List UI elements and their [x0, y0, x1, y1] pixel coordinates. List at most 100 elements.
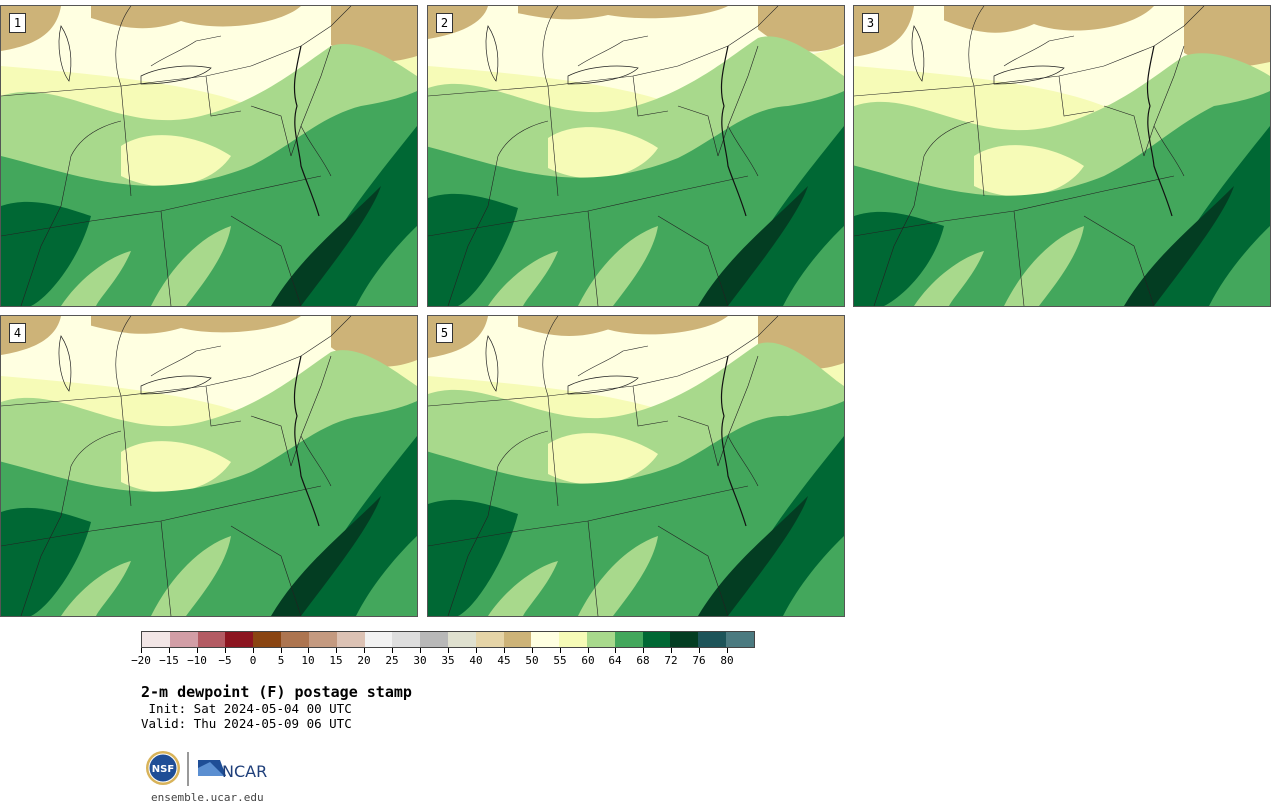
colorbar-tick-label: 45: [497, 654, 511, 667]
field-tan: [518, 316, 728, 337]
dewpoint-map-2: [428, 6, 844, 306]
colorbar-swatch: [169, 632, 198, 647]
state-border: [205, 385, 242, 427]
state-border: [250, 316, 352, 377]
lake-outline: [567, 65, 639, 85]
colorbar-swatch: [614, 632, 643, 647]
postage-stamp-3[interactable]: 3: [853, 5, 1271, 307]
colorbar-tick-label: −15: [159, 654, 179, 667]
state-border: [968, 6, 985, 87]
field-yellow-patch: [121, 441, 231, 493]
colorbar-tick-label: 76: [692, 654, 706, 667]
field-darkestgreen: [1124, 186, 1234, 306]
colorbar-swatch: [253, 632, 282, 647]
colorbar-tick: [588, 648, 589, 653]
stamp-number-label: 3: [862, 13, 879, 33]
colorbar-tick-label: 30: [413, 654, 427, 667]
field-lightgreen-streak: [914, 251, 984, 306]
website-link[interactable]: ensemble.ucar.edu: [151, 791, 264, 804]
field-darkgreen: [428, 193, 518, 306]
state-border: [115, 316, 132, 397]
colorbar-tick: [699, 648, 700, 653]
colorbar-swatch: [531, 632, 560, 647]
colorbar-swatch: [197, 632, 226, 647]
state-border: [120, 395, 132, 507]
colorbar-tick: [225, 648, 226, 653]
state-border: [717, 45, 759, 157]
lake-outline: [140, 375, 212, 395]
state-border: [632, 75, 669, 117]
state-border: [290, 45, 332, 157]
colorbar-tick-label: 60: [581, 654, 595, 667]
lake-outline: [993, 65, 1065, 85]
dewpoint-map-5: [428, 316, 844, 616]
state-border: [1143, 45, 1185, 157]
colorbar-swatch: [670, 632, 699, 647]
state-border: [677, 105, 719, 157]
lake-outline: [140, 65, 212, 85]
colorbar-tick-label: −20: [131, 654, 151, 667]
state-border: [973, 85, 985, 197]
state-border: [497, 120, 549, 157]
colorbar-tick: [532, 648, 533, 653]
state-border: [70, 430, 122, 467]
state-border: [205, 75, 242, 117]
state-border: [300, 125, 332, 177]
field-tan: [91, 6, 301, 29]
lake-outline: [58, 335, 72, 392]
colorbar-swatch: [726, 632, 754, 647]
coastline: [293, 355, 320, 527]
dewpoint-map-4: [1, 316, 417, 616]
postage-stamp-1[interactable]: 1: [0, 5, 418, 307]
postage-stamp-2[interactable]: 2: [427, 5, 845, 307]
lake-outline: [911, 25, 925, 82]
state-border: [587, 210, 599, 306]
stamp-number-label: 5: [436, 323, 453, 343]
colorbar-swatch: [364, 632, 393, 647]
colorbar-tick: [197, 648, 198, 653]
nsf-logo-icon: NSF: [146, 751, 180, 785]
colorbar-swatch: [420, 632, 448, 647]
state-border: [20, 155, 72, 306]
logo-area: NSF NCAR: [144, 748, 284, 792]
lake-outline: [567, 375, 639, 395]
colorbar-swatch: [698, 632, 727, 647]
field-lightgreen-streak: [61, 251, 131, 306]
field-tan: [518, 6, 728, 20]
colorbar-tick-label: 40: [469, 654, 483, 667]
colorbar-swatch: [336, 632, 365, 647]
field-darkestgreen: [698, 496, 808, 616]
state-border: [447, 465, 499, 616]
colorbar-swatch: [475, 632, 504, 647]
colorbar-swatch: [392, 632, 421, 647]
state-border: [1058, 75, 1095, 117]
postage-stamp-4[interactable]: 4: [0, 315, 418, 617]
stamp-number-label: 1: [9, 13, 26, 33]
colorbar-tick-label: 64: [608, 654, 622, 667]
field-ocean-green: [783, 226, 844, 306]
field-yellow-patch: [548, 127, 658, 179]
stamp-number-label: 4: [9, 323, 26, 343]
postage-stamp-5[interactable]: 5: [427, 315, 845, 617]
state-border: [1013, 210, 1025, 306]
state-border: [677, 316, 779, 377]
colorbar-tick: [420, 648, 421, 653]
field-lightgreen-streak: [151, 226, 231, 306]
state-border: [447, 155, 499, 306]
colorbar-tick-label: 20: [357, 654, 371, 667]
field-yellow-patch: [121, 135, 231, 187]
state-border: [577, 345, 649, 377]
colorbar-tick: [364, 648, 365, 653]
colorbar-tick-label: 15: [329, 654, 343, 667]
dewpoint-map-3: [854, 6, 1270, 306]
nsf-logo-text: NSF: [152, 764, 174, 775]
field-ocean-green: [356, 536, 417, 616]
field-ocean-green: [783, 536, 844, 616]
colorbar-swatch: [142, 632, 170, 647]
state-border: [587, 520, 599, 616]
state-border: [160, 520, 172, 616]
valid-time: Valid: Thu 2024-05-09 06 UTC: [141, 716, 352, 731]
colorbar-tick: [476, 648, 477, 653]
colorbar-tick-label: −5: [218, 654, 232, 667]
ncar-logo-icon: NCAR: [198, 760, 267, 781]
